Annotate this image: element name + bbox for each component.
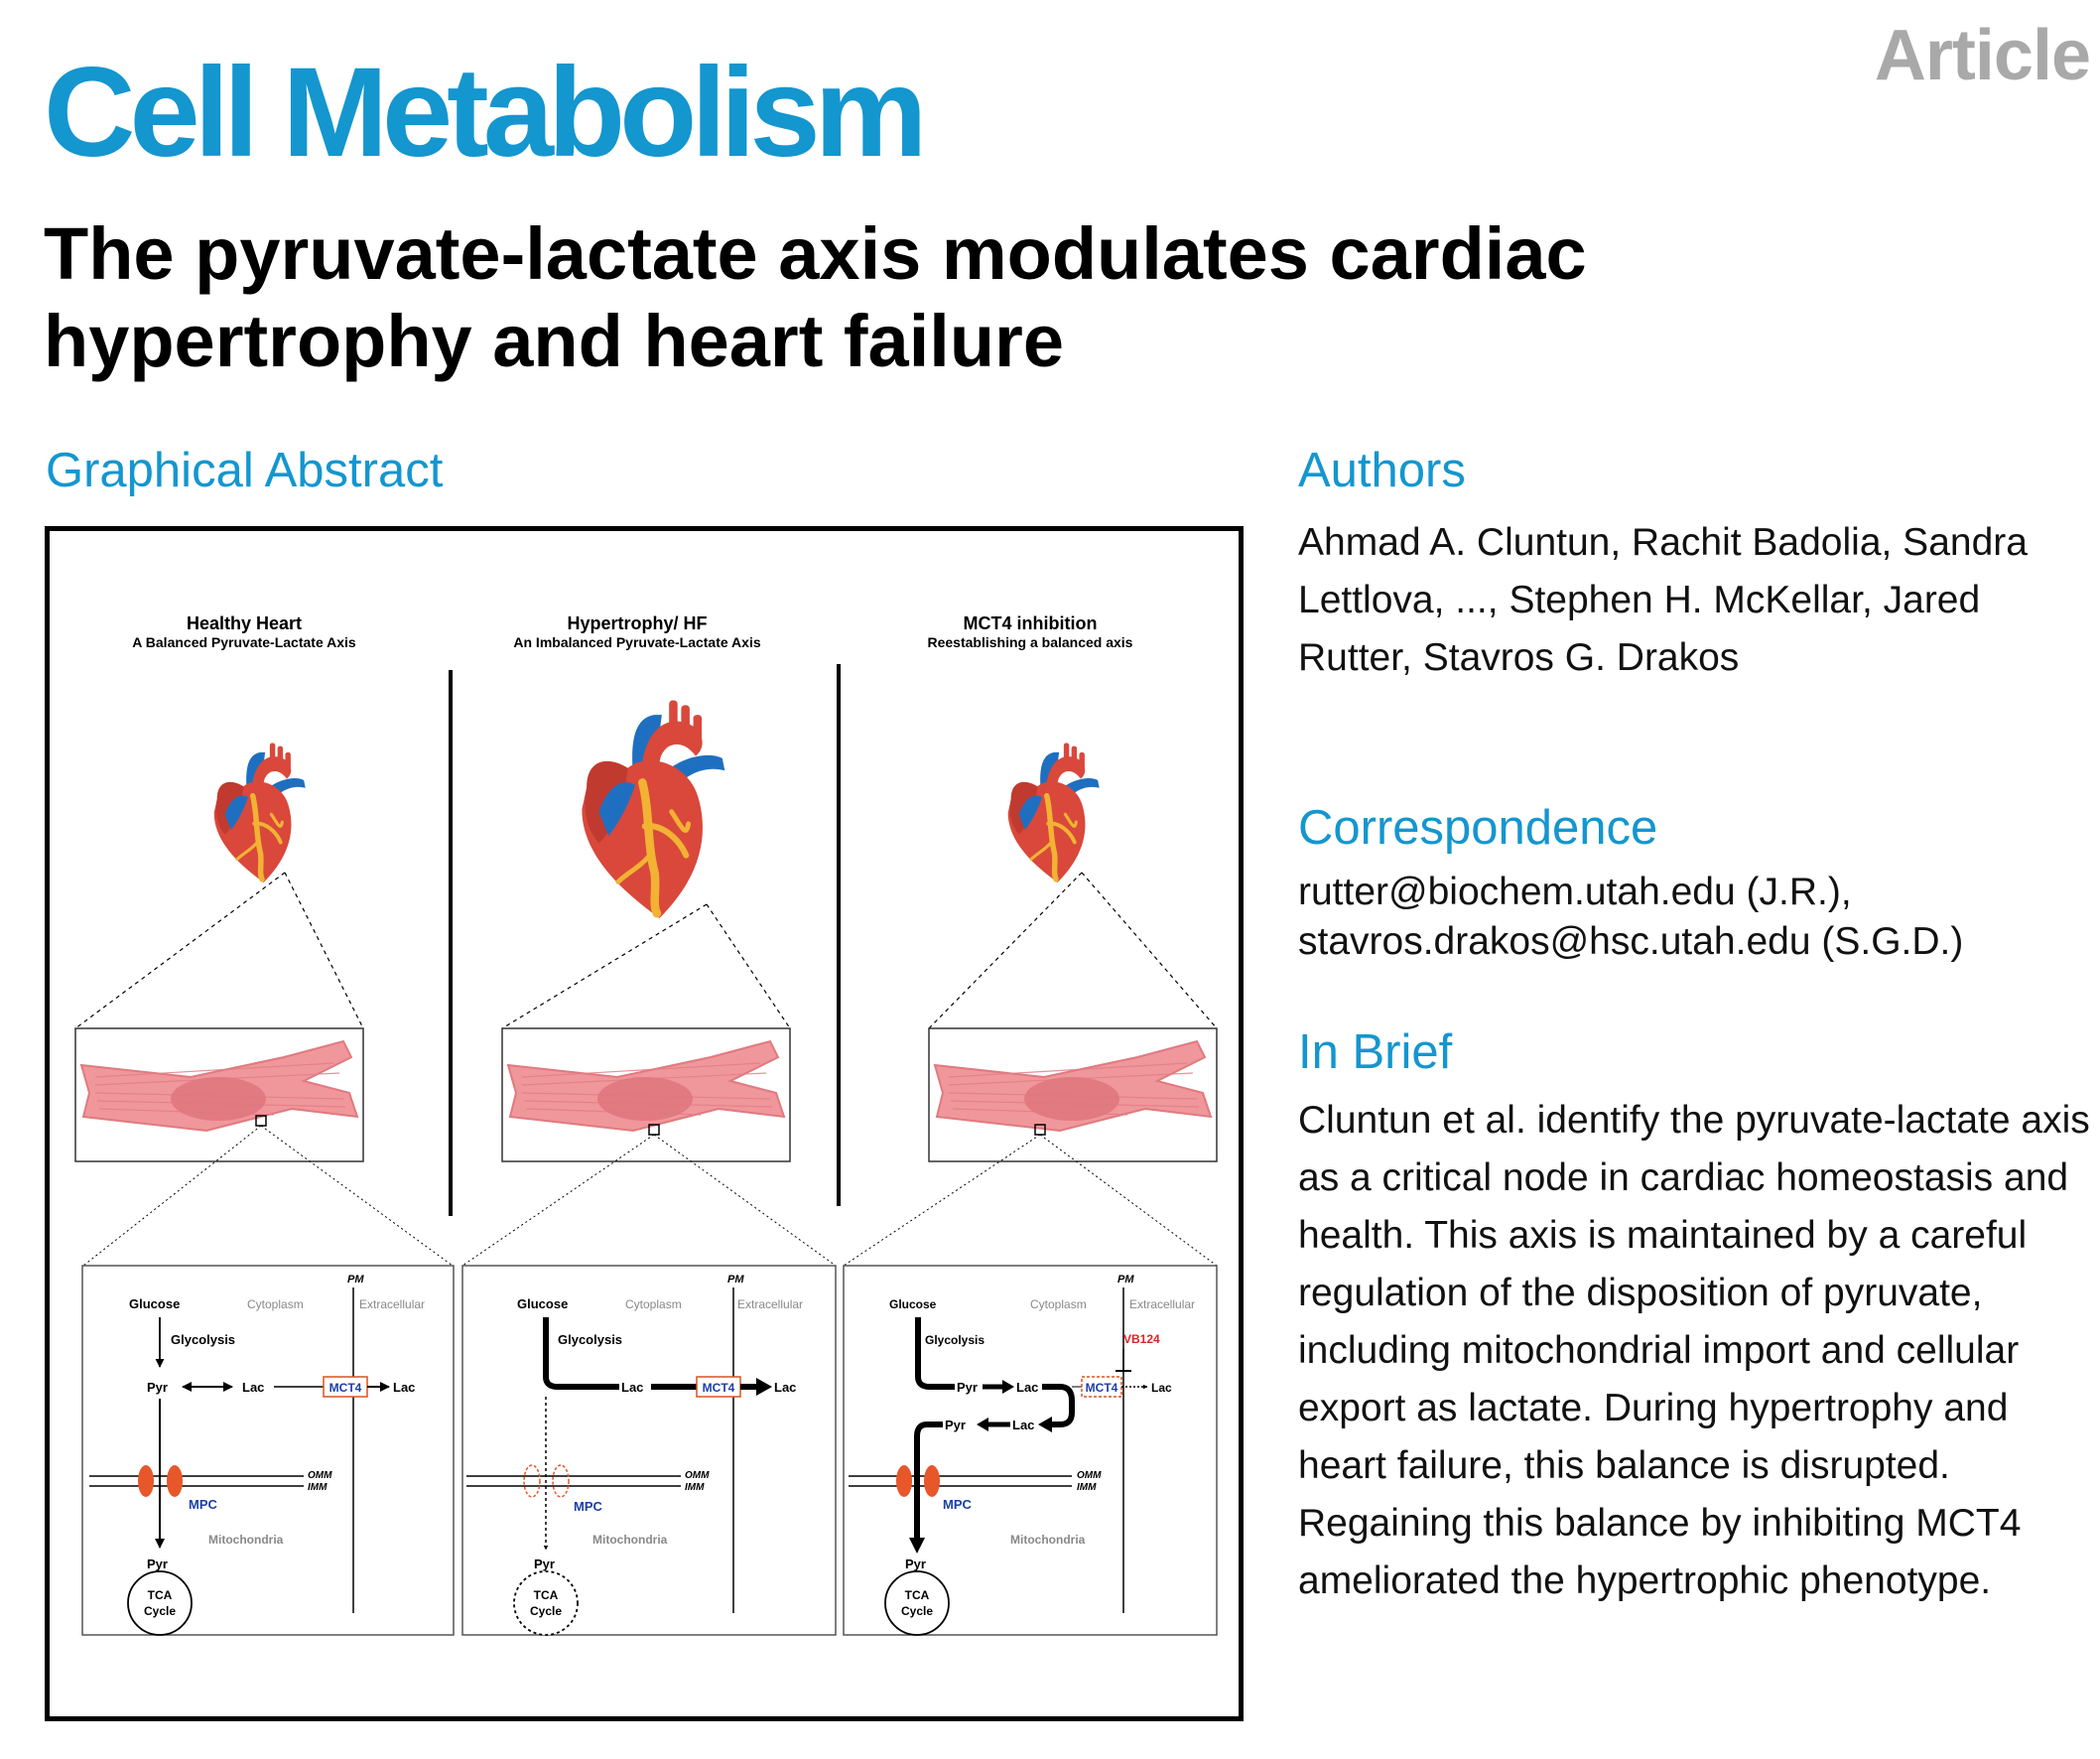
svg-text:MPC: MPC xyxy=(943,1497,973,1512)
svg-text:Cycle: Cycle xyxy=(144,1604,176,1618)
svg-text:IMM: IMM xyxy=(308,1482,328,1493)
svg-text:Extracellular: Extracellular xyxy=(359,1297,425,1311)
svg-text:Mitochondria: Mitochondria xyxy=(592,1533,668,1547)
authors-heading: Authors xyxy=(1298,444,1466,497)
svg-text:Pyr: Pyr xyxy=(147,1556,168,1571)
svg-text:MCT4: MCT4 xyxy=(1086,1381,1118,1395)
svg-text:Cycle: Cycle xyxy=(901,1604,933,1618)
hypertrophic-heart-illustration xyxy=(582,700,724,918)
panel-3-title: MCT4 inhibition xyxy=(964,613,1098,633)
svg-text:Glycolysis: Glycolysis xyxy=(925,1333,984,1347)
svg-text:Lac: Lac xyxy=(1151,1381,1172,1395)
svg-text:TCA: TCA xyxy=(905,1588,930,1602)
correspondence-heading: Correspondence xyxy=(1298,801,1658,855)
svg-text:PM: PM xyxy=(347,1274,364,1285)
svg-text:Cytoplasm: Cytoplasm xyxy=(247,1297,304,1311)
svg-text:TCA: TCA xyxy=(148,1588,173,1602)
panel-2-title: Hypertrophy/ HF xyxy=(567,613,707,633)
graphical-abstract-figure: Healthy Heart A Balanced Pyruvate-Lactat… xyxy=(45,526,1244,1721)
svg-text:OMM: OMM xyxy=(1077,1470,1102,1481)
svg-text:Pyr: Pyr xyxy=(957,1380,978,1395)
svg-text:VB124: VB124 xyxy=(1123,1332,1160,1346)
svg-text:Lac: Lac xyxy=(621,1380,643,1395)
svg-text:Mitochondria: Mitochondria xyxy=(208,1533,284,1547)
panel-3-subtitle: Reestablishing a balanced axis xyxy=(928,634,1133,650)
zoom-lines-top xyxy=(74,872,1218,1029)
svg-text:Glucose: Glucose xyxy=(889,1297,937,1311)
svg-text:OMM: OMM xyxy=(685,1470,710,1481)
journal-name: Cell Metabolism xyxy=(44,42,927,184)
svg-text:Cytoplasm: Cytoplasm xyxy=(1030,1297,1087,1311)
svg-text:MCT4: MCT4 xyxy=(703,1381,735,1395)
graphical-abstract-svg: Healthy Heart A Balanced Pyruvate-Lactat… xyxy=(74,613,1218,1636)
in-brief-heading: In Brief xyxy=(1298,1025,1453,1079)
svg-text:Lac: Lac xyxy=(1012,1418,1034,1432)
svg-text:Lac: Lac xyxy=(242,1380,264,1395)
svg-text:Cycle: Cycle xyxy=(530,1604,562,1618)
correspondence-emails: rutter@biochem.utah.edu (J.R.), stavros.… xyxy=(1298,871,1964,963)
article-title: The pyruvate-lactate axis modulates card… xyxy=(44,212,1587,382)
svg-text:IMM: IMM xyxy=(1077,1482,1097,1493)
svg-text:Mitochondria: Mitochondria xyxy=(1010,1533,1086,1547)
svg-text:Pyr: Pyr xyxy=(147,1380,168,1395)
svg-text:Pyr: Pyr xyxy=(905,1556,926,1571)
svg-text:Pyr: Pyr xyxy=(945,1418,966,1432)
svg-text:PM: PM xyxy=(727,1274,744,1285)
graphical-abstract-heading: Graphical Abstract xyxy=(46,444,444,497)
svg-text:MCT4: MCT4 xyxy=(329,1381,362,1395)
panel-1-title: Healthy Heart xyxy=(187,613,302,633)
authors-list: Ahmad A. Cluntun, Rachit Badolia, Sandra… xyxy=(1298,521,2028,679)
svg-text:Extracellular: Extracellular xyxy=(1129,1297,1195,1311)
panel-titles: Healthy Heart A Balanced Pyruvate-Lactat… xyxy=(132,613,1132,650)
svg-text:Lac: Lac xyxy=(1016,1380,1038,1395)
svg-text:MPC: MPC xyxy=(574,1499,603,1514)
svg-text:PM: PM xyxy=(1117,1274,1134,1285)
metabolic-diagram-mct4-inhibition: PM Glucose Cytoplasm Extracellular Glyco… xyxy=(843,1265,1218,1636)
panel-1-subtitle: A Balanced Pyruvate-Lactate Axis xyxy=(132,634,356,650)
healthy-heart-illustration xyxy=(214,744,306,882)
svg-text:Glucose: Glucose xyxy=(129,1296,180,1311)
svg-text:IMM: IMM xyxy=(685,1482,705,1493)
svg-text:Glucose: Glucose xyxy=(517,1296,568,1311)
treated-heart-illustration xyxy=(1008,744,1100,882)
svg-text:Extracellular: Extracellular xyxy=(737,1297,803,1311)
metabolic-diagram-hypertrophy: PM Glucose Cytoplasm Extracellular Glyco… xyxy=(461,1265,837,1636)
zoom-lines-bottom xyxy=(82,1125,1218,1267)
svg-text:Lac: Lac xyxy=(774,1380,796,1395)
in-brief-text: Cluntun et al. identify the pyruvate-lac… xyxy=(1298,1099,2090,1602)
metabolic-diagram-healthy: PM Glucose Cytoplasm Extracellular Glyco… xyxy=(81,1265,455,1636)
svg-text:MPC: MPC xyxy=(189,1497,218,1512)
article-type: Article xyxy=(1874,16,2091,95)
svg-text:Lac: Lac xyxy=(393,1380,415,1395)
svg-text:OMM: OMM xyxy=(308,1470,332,1481)
svg-text:Cytoplasm: Cytoplasm xyxy=(625,1297,682,1311)
svg-text:Glycolysis: Glycolysis xyxy=(171,1332,235,1347)
svg-text:TCA: TCA xyxy=(534,1588,559,1602)
svg-text:Glycolysis: Glycolysis xyxy=(558,1332,622,1347)
panel-2-subtitle: An Imbalanced Pyruvate-Lactate Axis xyxy=(513,634,760,650)
svg-text:Pyr: Pyr xyxy=(534,1556,555,1571)
cardiomyocyte-panels xyxy=(74,1027,1218,1162)
